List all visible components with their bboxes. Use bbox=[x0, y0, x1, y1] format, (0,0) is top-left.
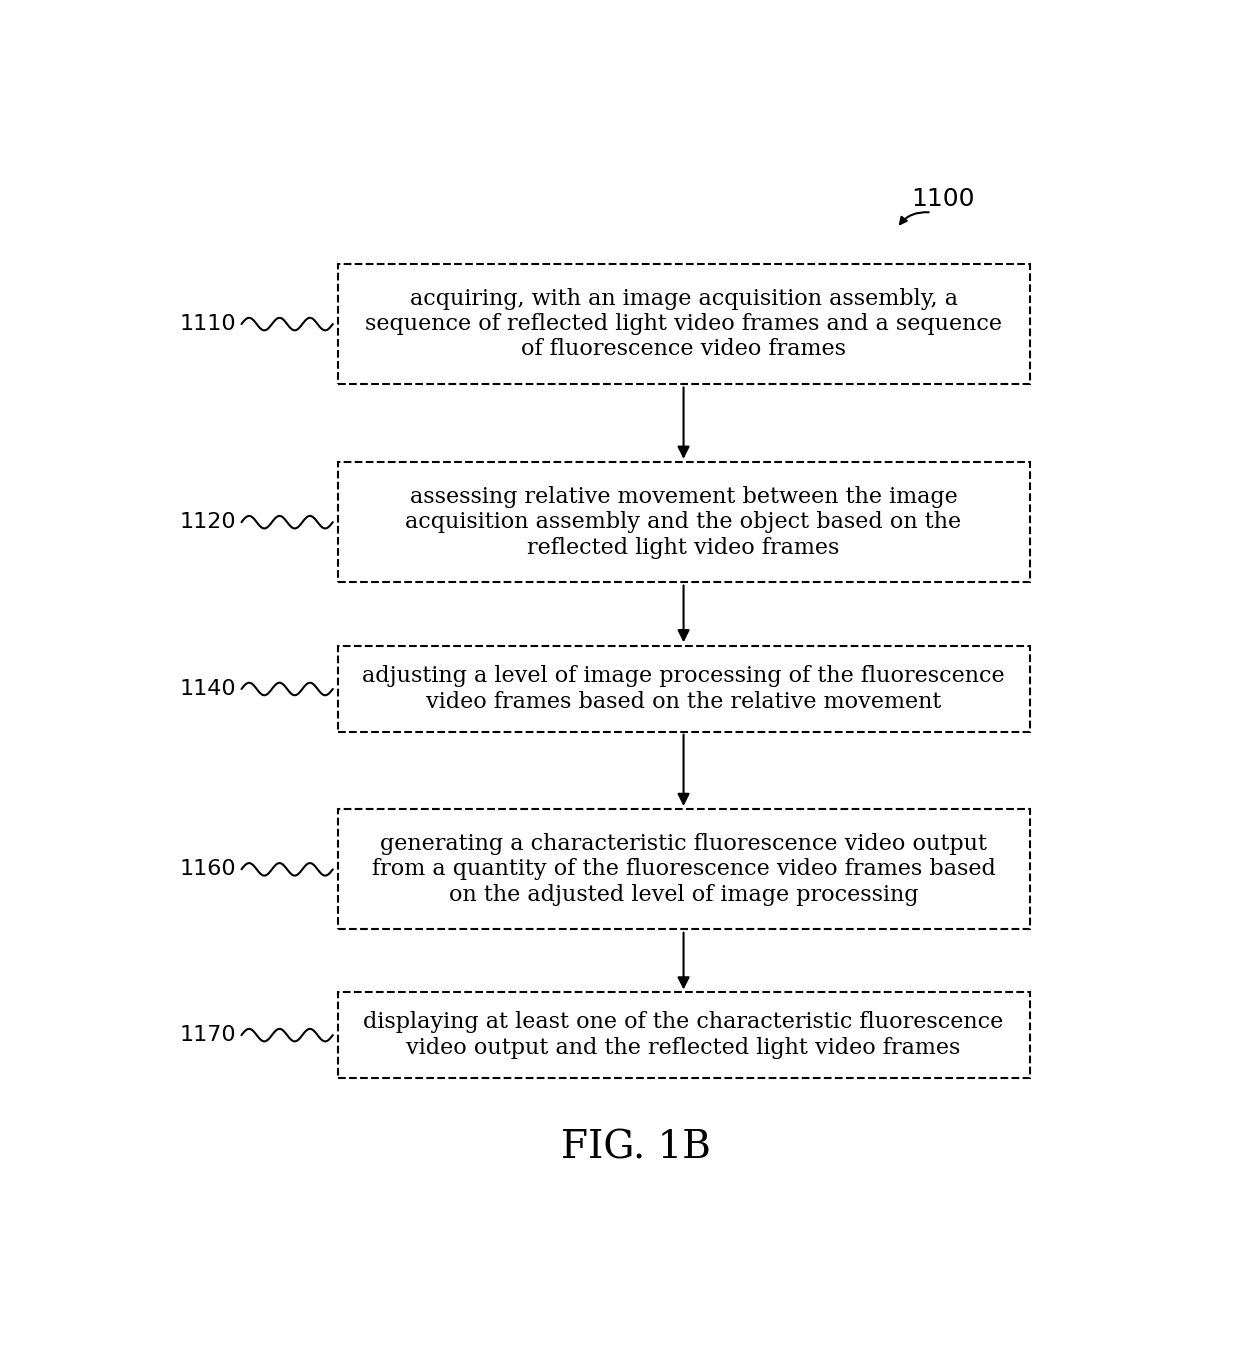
Text: assessing relative movement between the image
acquisition assembly and the objec: assessing relative movement between the … bbox=[405, 486, 961, 559]
Text: 1170: 1170 bbox=[180, 1025, 237, 1045]
Bar bbox=[337, 810, 1029, 929]
Bar bbox=[337, 462, 1029, 582]
Text: 1160: 1160 bbox=[180, 860, 237, 879]
Text: generating a characteristic fluorescence video output
from a quantity of the flu: generating a characteristic fluorescence… bbox=[372, 833, 996, 906]
Bar bbox=[337, 646, 1029, 731]
Text: acquiring, with an image acquisition assembly, a
sequence of reflected light vid: acquiring, with an image acquisition ass… bbox=[365, 287, 1002, 360]
Text: 1100: 1100 bbox=[911, 187, 975, 211]
Text: 1120: 1120 bbox=[180, 512, 237, 532]
Text: 1110: 1110 bbox=[180, 314, 237, 334]
Text: displaying at least one of the characteristic fluorescence
video output and the : displaying at least one of the character… bbox=[363, 1011, 1003, 1059]
Text: FIG. 1B: FIG. 1B bbox=[560, 1129, 711, 1166]
Bar bbox=[337, 264, 1029, 385]
Text: 1140: 1140 bbox=[180, 678, 237, 699]
Text: adjusting a level of image processing of the fluorescence
video frames based on : adjusting a level of image processing of… bbox=[362, 665, 1004, 712]
Bar bbox=[337, 992, 1029, 1078]
